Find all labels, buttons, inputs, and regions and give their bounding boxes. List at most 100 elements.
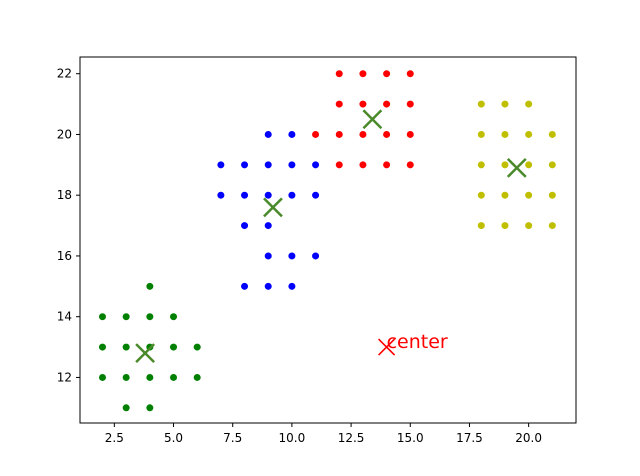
y-tick-label: 18 xyxy=(57,188,72,202)
plot-area-frame xyxy=(79,56,577,424)
data-point xyxy=(548,130,556,138)
data-point xyxy=(264,252,272,260)
x-tick-label: 10.0 xyxy=(279,431,306,445)
data-point xyxy=(406,70,414,78)
data-point xyxy=(146,313,154,321)
data-point xyxy=(548,161,556,169)
data-point xyxy=(477,100,485,108)
data-point xyxy=(359,161,367,169)
data-point xyxy=(146,373,154,381)
data-point xyxy=(98,313,106,321)
data-point xyxy=(406,161,414,169)
data-point xyxy=(477,191,485,199)
data-point xyxy=(525,130,533,138)
centroid-stroke xyxy=(362,109,383,130)
data-point xyxy=(264,282,272,290)
data-point xyxy=(312,130,320,138)
data-point xyxy=(241,222,249,230)
data-point xyxy=(122,373,130,381)
y-tick-label: 20 xyxy=(57,127,72,141)
x-tick-label: 17.5 xyxy=(456,431,483,445)
data-point xyxy=(406,130,414,138)
data-point xyxy=(312,252,320,260)
data-point xyxy=(501,100,509,108)
data-point xyxy=(406,100,414,108)
data-point xyxy=(264,130,272,138)
data-point xyxy=(335,70,343,78)
y-tick-label: 22 xyxy=(57,67,72,81)
data-point xyxy=(193,343,201,351)
data-point xyxy=(548,191,556,199)
data-point xyxy=(241,161,249,169)
data-point xyxy=(525,100,533,108)
x-tick-label: 15.0 xyxy=(397,431,424,445)
marks-layer xyxy=(98,70,556,412)
data-point xyxy=(217,161,225,169)
data-point xyxy=(193,373,201,381)
data-point xyxy=(288,161,296,169)
data-point xyxy=(98,343,106,351)
data-point xyxy=(359,100,367,108)
data-point xyxy=(264,191,272,199)
y-tick-label: 12 xyxy=(57,370,72,384)
data-point xyxy=(312,161,320,169)
data-point xyxy=(98,373,106,381)
annotation-label: center xyxy=(387,331,448,353)
data-point xyxy=(525,222,533,230)
data-point xyxy=(170,343,178,351)
data-point xyxy=(122,343,130,351)
data-point xyxy=(383,161,391,169)
centroid-stroke xyxy=(506,157,527,178)
data-point xyxy=(264,161,272,169)
data-point xyxy=(288,130,296,138)
centroid-marker xyxy=(506,157,527,178)
data-point xyxy=(501,130,509,138)
data-point xyxy=(241,191,249,199)
x-tick-label: 2.5 xyxy=(105,431,124,445)
data-point xyxy=(288,282,296,290)
data-point xyxy=(383,70,391,78)
data-point xyxy=(548,222,556,230)
data-point xyxy=(170,373,178,381)
data-point xyxy=(501,191,509,199)
centroid-marker xyxy=(135,343,155,364)
annotation-marker-stroke xyxy=(378,338,396,356)
data-point xyxy=(122,404,130,412)
data-point xyxy=(477,130,485,138)
data-point xyxy=(335,130,343,138)
x-tick-label: 5.0 xyxy=(164,431,183,445)
annotation-layer: center xyxy=(378,331,448,356)
data-point xyxy=(288,252,296,260)
data-point xyxy=(477,222,485,230)
data-point xyxy=(170,313,178,321)
data-point xyxy=(312,191,320,199)
x-tick-label: 7.5 xyxy=(223,431,242,445)
data-point xyxy=(501,161,509,169)
centroid-stroke xyxy=(135,343,155,364)
axes-layer: 2.5 5.0 7.5 10.0 12.5 15.0 17.5 20.0 12 14 16 18 20 2… xyxy=(57,67,542,445)
y-tick-label: 16 xyxy=(57,249,72,263)
data-point xyxy=(501,222,509,230)
x-tick-label: 20.0 xyxy=(515,431,542,445)
y-tick-label: 14 xyxy=(57,310,72,324)
data-point xyxy=(217,191,225,199)
data-point xyxy=(146,282,154,290)
data-point xyxy=(264,222,272,230)
data-point xyxy=(383,130,391,138)
data-point xyxy=(335,161,343,169)
data-point xyxy=(241,282,249,290)
data-point xyxy=(477,161,485,169)
centroid-marker xyxy=(263,197,283,218)
centroid-stroke xyxy=(263,197,283,218)
data-point xyxy=(359,130,367,138)
centroid-marker xyxy=(362,109,383,130)
data-point xyxy=(146,404,154,412)
x-tick-label: 12.5 xyxy=(338,431,365,445)
data-point xyxy=(122,313,130,321)
data-point xyxy=(288,191,296,199)
data-point xyxy=(525,191,533,199)
data-point xyxy=(335,100,343,108)
data-point xyxy=(525,161,533,169)
data-point xyxy=(383,100,391,108)
